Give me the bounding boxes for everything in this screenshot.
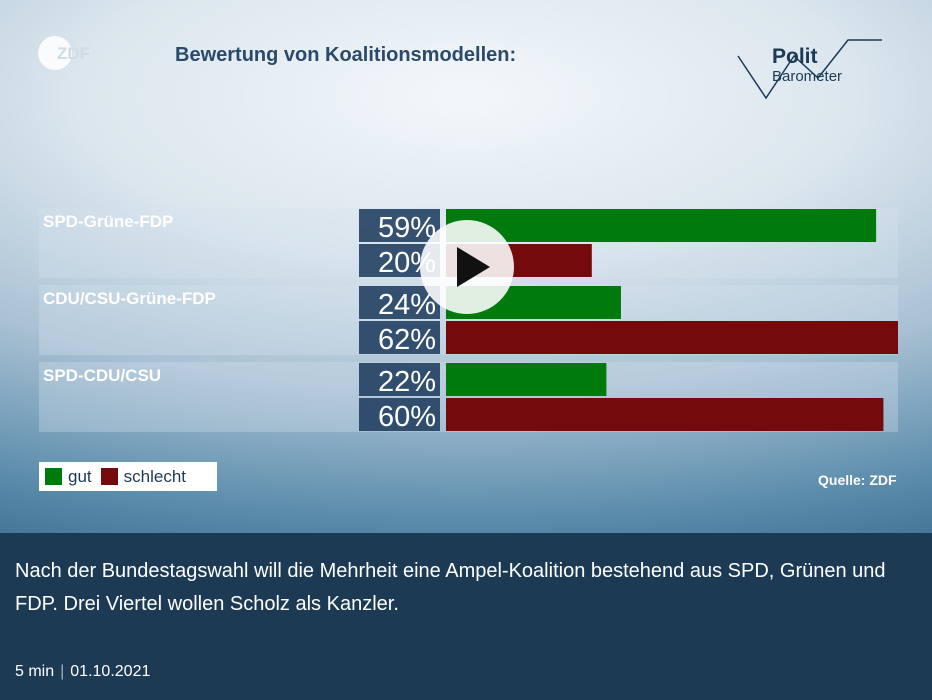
source-label: Quelle: ZDF bbox=[818, 472, 897, 488]
category-label: CDU/CSU-Grüne-FDP bbox=[43, 289, 216, 308]
category-label: SPD-Grüne-FDP bbox=[43, 212, 173, 231]
bar-gut bbox=[446, 209, 877, 242]
legend-label-schlecht: schlecht bbox=[123, 466, 187, 486]
meta-separator: | bbox=[60, 663, 65, 680]
play-icon bbox=[457, 247, 490, 287]
teaser-text: Nach der Bundestagswahl will die Mehrhei… bbox=[15, 560, 886, 615]
data-label: 59% bbox=[378, 212, 436, 244]
legend-label-gut: gut bbox=[68, 466, 92, 486]
zdf-logo: ZDF bbox=[38, 36, 90, 70]
data-label: 62% bbox=[378, 324, 436, 356]
bar-gut bbox=[446, 363, 607, 396]
chart-title: Bewertung von Koalitionsmodellen: bbox=[175, 44, 517, 66]
zdf-logo-text: ZDF bbox=[57, 44, 90, 63]
value-label-box bbox=[359, 209, 440, 242]
data-label: 22% bbox=[378, 366, 436, 398]
value-label-box bbox=[359, 398, 440, 431]
video-date: 01.10.2021 bbox=[70, 663, 151, 680]
value-label-box bbox=[359, 363, 440, 396]
politbarometer-logo bbox=[737, 39, 882, 100]
legend-swatch-gut bbox=[45, 468, 62, 485]
politbarometer-barometer: Barometer bbox=[772, 68, 843, 85]
bar-schlecht bbox=[446, 398, 884, 431]
category-label: SPD-CDU/CSU bbox=[43, 366, 161, 385]
play-button[interactable] bbox=[420, 220, 514, 314]
value-label-box bbox=[359, 321, 440, 354]
video-meta: 5 min | 01.10.2021 bbox=[15, 663, 150, 681]
data-label: 60% bbox=[378, 401, 436, 433]
bar-schlecht bbox=[446, 321, 898, 354]
legend-swatch-schlecht bbox=[100, 468, 118, 485]
video-player[interactable]: ZDF Bewertung von Koalitionsmodellen: Po… bbox=[0, 0, 932, 533]
data-label: 24% bbox=[378, 289, 436, 321]
video-duration: 5 min bbox=[15, 663, 55, 680]
politbarometer-polit: Polit bbox=[772, 45, 818, 68]
chart-legend: gut schlecht bbox=[39, 462, 217, 491]
